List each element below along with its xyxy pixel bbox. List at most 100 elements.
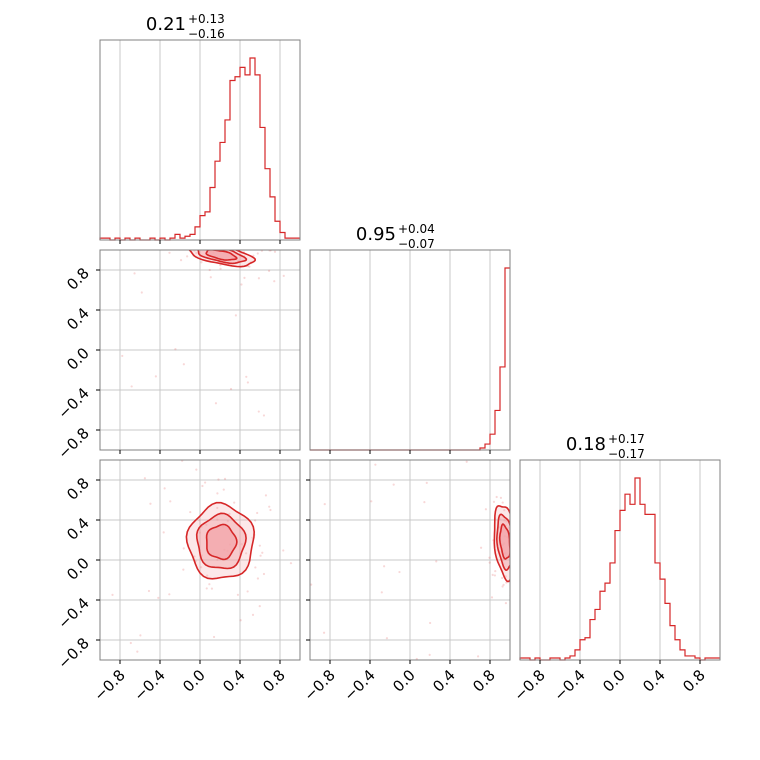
sample-point bbox=[512, 560, 514, 562]
sample-point bbox=[139, 634, 142, 637]
parameter-title-value: 0.21 bbox=[146, 14, 186, 35]
panel-density bbox=[121, 241, 285, 417]
sample-point bbox=[476, 655, 480, 658]
x-tick-label: −0.8 bbox=[300, 666, 338, 704]
x-tick-label: 0.0 bbox=[599, 666, 629, 696]
x-tick-label: 0.8 bbox=[469, 666, 499, 696]
sample-point bbox=[501, 558, 504, 561]
sample-point bbox=[310, 583, 313, 586]
parameter-title-minus: −0.16 bbox=[188, 27, 225, 41]
sample-point bbox=[136, 650, 139, 653]
sample-point bbox=[246, 381, 249, 384]
sample-point bbox=[130, 385, 133, 388]
sample-point bbox=[226, 519, 229, 523]
sample-point bbox=[182, 363, 185, 366]
sample-point bbox=[501, 585, 504, 588]
sample-point bbox=[217, 478, 220, 481]
sample-point bbox=[370, 500, 373, 503]
sample-point bbox=[499, 496, 503, 499]
sample-point bbox=[189, 510, 192, 514]
sample-point bbox=[516, 538, 518, 540]
sample-point bbox=[254, 519, 257, 522]
sample-point bbox=[228, 512, 231, 516]
x-tick-label: −0.4 bbox=[130, 666, 168, 704]
sample-point bbox=[523, 562, 525, 564]
sample-point bbox=[205, 587, 208, 590]
parameter-title-value: 0.18 bbox=[566, 434, 606, 455]
sample-point bbox=[429, 621, 432, 625]
sample-point bbox=[208, 242, 210, 244]
sample-point bbox=[259, 554, 262, 557]
sample-point bbox=[240, 283, 243, 286]
sample-point bbox=[147, 589, 151, 593]
sample-point bbox=[214, 247, 216, 249]
sample-point bbox=[143, 477, 146, 480]
histogram-line bbox=[519, 477, 720, 661]
sample-point bbox=[236, 593, 239, 596]
sample-point bbox=[428, 653, 431, 656]
sample-point bbox=[219, 267, 222, 270]
panel-density bbox=[310, 460, 525, 660]
sample-point bbox=[196, 241, 198, 243]
sample-point bbox=[507, 526, 510, 529]
sample-point bbox=[166, 247, 168, 249]
sample-point bbox=[169, 500, 172, 503]
sample-point bbox=[415, 657, 418, 660]
contour-level bbox=[205, 523, 238, 561]
parameter-title-minus: −0.07 bbox=[398, 237, 435, 251]
x-tick-label: 0.4 bbox=[219, 666, 249, 696]
sample-point bbox=[195, 468, 198, 471]
sample-point bbox=[269, 508, 272, 512]
sample-point bbox=[191, 241, 193, 243]
sample-point bbox=[200, 261, 203, 264]
sample-point bbox=[245, 375, 248, 378]
sample-point bbox=[174, 348, 177, 351]
sample-point bbox=[182, 547, 185, 550]
sample-point bbox=[256, 252, 259, 255]
sample-point bbox=[149, 502, 152, 505]
sample-point bbox=[193, 555, 196, 558]
sample-point bbox=[392, 483, 395, 486]
y-tick-label: 0.8 bbox=[63, 264, 93, 294]
x-tick-label: −0.4 bbox=[550, 666, 588, 704]
sample-point bbox=[257, 277, 261, 280]
sample-point bbox=[256, 577, 260, 580]
sample-point bbox=[257, 410, 260, 413]
sample-point bbox=[234, 314, 237, 317]
sample-point bbox=[503, 519, 506, 522]
sample-point bbox=[512, 532, 514, 534]
sample-point bbox=[282, 274, 285, 277]
sample-point bbox=[380, 591, 383, 594]
x-tick-label: −0.8 bbox=[90, 666, 128, 704]
sample-point bbox=[198, 519, 201, 522]
sample-point bbox=[516, 574, 518, 576]
sample-point bbox=[133, 272, 136, 275]
sample-point bbox=[423, 501, 426, 504]
sample-point bbox=[229, 387, 233, 391]
panel-density bbox=[111, 460, 293, 653]
sample-point bbox=[208, 583, 211, 586]
sample-point bbox=[385, 637, 389, 640]
sample-point bbox=[514, 625, 516, 627]
sample-point bbox=[162, 531, 165, 534]
sample-point bbox=[223, 477, 227, 480]
x-tick-label: 0.0 bbox=[179, 666, 209, 696]
sample-point bbox=[258, 605, 261, 608]
sample-point bbox=[198, 244, 200, 246]
sample-point bbox=[163, 245, 165, 247]
sample-point bbox=[383, 565, 386, 568]
x-tick-label: −0.4 bbox=[340, 666, 378, 704]
sample-point bbox=[206, 574, 209, 577]
x-tick-label: 0.4 bbox=[429, 666, 459, 696]
sample-point bbox=[216, 558, 219, 561]
sample-point bbox=[239, 619, 242, 622]
sample-point bbox=[216, 506, 219, 510]
sample-point bbox=[154, 243, 156, 245]
sample-point bbox=[490, 596, 494, 599]
sample-point bbox=[267, 269, 271, 272]
sample-point bbox=[492, 500, 496, 503]
sample-point bbox=[273, 250, 277, 253]
sample-point bbox=[504, 575, 507, 578]
sample-point bbox=[491, 573, 494, 576]
